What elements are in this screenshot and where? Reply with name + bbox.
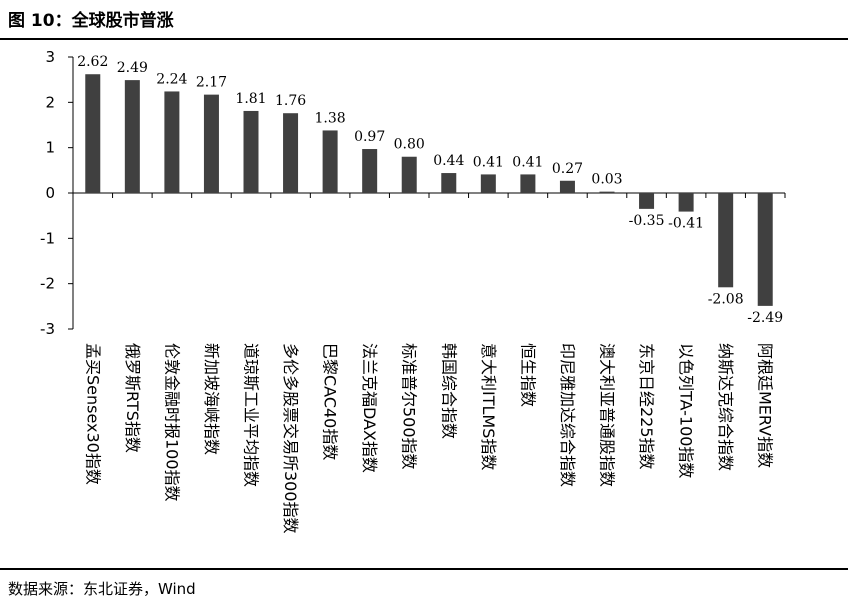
category-label: 以色列TA-100指数 — [677, 343, 696, 478]
y-tick-label: -3 — [40, 320, 55, 338]
bar — [203, 94, 219, 193]
category-label: 东京日经225指数 — [637, 343, 656, 470]
data-label: -2.08 — [708, 291, 744, 307]
data-label: 2.24 — [156, 71, 187, 87]
y-tick-label: 1 — [45, 139, 55, 157]
figure-title: 图 10：全球股市普涨 — [8, 11, 174, 31]
category-label: 孟买Sensex30指数 — [83, 343, 102, 485]
data-label: 0.80 — [394, 137, 425, 153]
bottom-rule — [0, 568, 848, 570]
category-label: 道琼斯工业平均指数 — [242, 343, 261, 487]
bar — [599, 191, 615, 193]
category-label: 俄罗斯RTS指数 — [123, 343, 142, 453]
category-label: 标准普尔500指数 — [400, 343, 419, 470]
bar — [322, 130, 338, 193]
bar — [441, 173, 457, 193]
data-label: 0.41 — [473, 154, 504, 170]
bar — [480, 174, 496, 193]
data-label: 0.41 — [512, 154, 543, 170]
category-label: 多伦多股票交易所300指数 — [281, 343, 300, 534]
data-label: -0.35 — [629, 213, 665, 229]
y-tick-label: 0 — [45, 184, 55, 202]
top-rule — [0, 38, 848, 40]
category-label: 韩国综合指数 — [439, 343, 458, 439]
category-label: 澳大利亚普通股指数 — [598, 343, 617, 487]
category-label: 意大利ITLMS指数 — [479, 343, 498, 470]
bar — [283, 113, 299, 193]
y-tick-label: -2 — [40, 275, 55, 293]
y-tick-label: 3 — [45, 48, 55, 66]
data-label: -0.41 — [668, 216, 704, 232]
source-note: 数据来源：东北证券，Wind — [8, 580, 196, 598]
bar — [124, 80, 140, 193]
bar — [757, 193, 773, 306]
bar — [718, 193, 734, 288]
data-label: 0.27 — [552, 161, 583, 177]
bar — [520, 174, 536, 193]
y-tick-label: -1 — [40, 229, 55, 247]
bar — [559, 180, 575, 193]
category-label: 纳斯达克综合指数 — [716, 343, 735, 471]
data-label: 2.62 — [77, 54, 108, 70]
y-tick-label: 2 — [45, 93, 55, 111]
bar — [164, 91, 180, 193]
category-label: 阿根廷MERV指数 — [756, 343, 775, 468]
bar — [362, 149, 378, 193]
bar — [639, 193, 655, 209]
category-label: 新加坡海峡指数 — [202, 343, 221, 455]
category-label: 法兰克福DAX指数 — [360, 343, 379, 473]
bar — [678, 193, 694, 212]
category-label: 巴黎CAC40指数 — [321, 343, 340, 460]
data-label: 0.44 — [433, 153, 464, 169]
bar-chart: -3 -2 -1 0 1 2 3 2.62 孟买Sensex30指数 2.49 俄罗斯RTS指数 2.… — [40, 48, 786, 534]
data-label: 2.17 — [196, 75, 227, 91]
bar — [85, 74, 101, 193]
data-label: 2.49 — [117, 60, 148, 76]
category-label: 伦敦金融时报100指数 — [162, 343, 181, 502]
data-label: 1.38 — [315, 110, 346, 126]
data-label: 1.76 — [275, 93, 306, 109]
data-label: -2.49 — [747, 310, 783, 326]
category-label: 恒生指数 — [518, 343, 537, 407]
data-label: 0.97 — [354, 129, 385, 145]
category-label: 印尼雅加达综合指数 — [558, 343, 577, 487]
data-label: 0.03 — [591, 172, 622, 188]
data-label: 1.81 — [235, 91, 266, 107]
bar — [243, 110, 259, 193]
bar — [401, 156, 417, 193]
